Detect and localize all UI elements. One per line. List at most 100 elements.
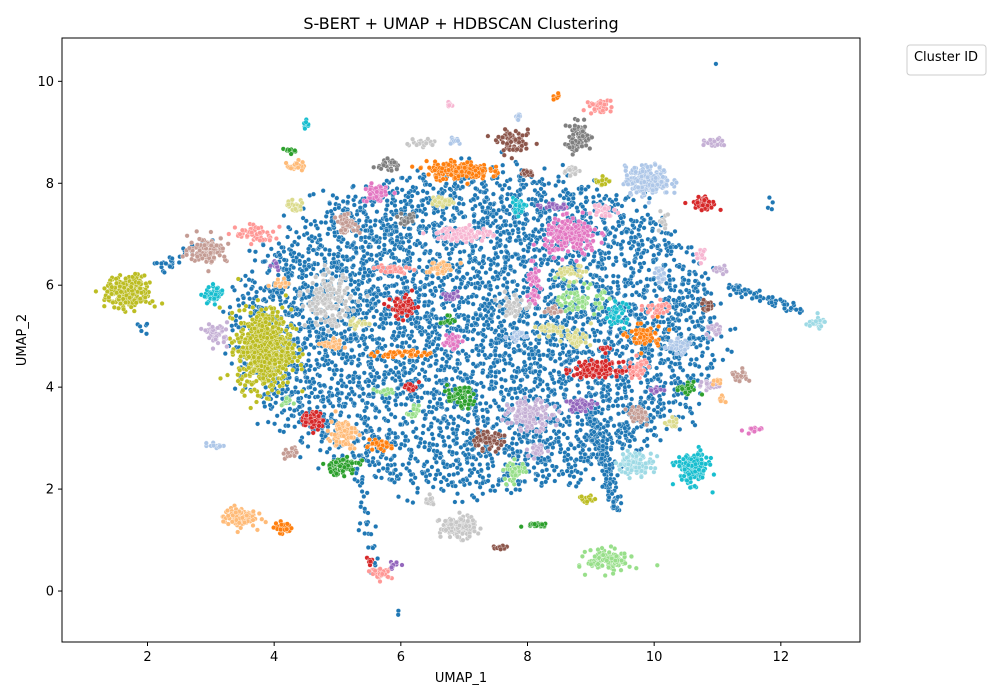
scatter-point bbox=[470, 265, 476, 271]
scatter-point bbox=[692, 304, 698, 310]
scatter-point bbox=[531, 215, 537, 221]
scatter-point bbox=[335, 380, 341, 386]
scatter-point bbox=[353, 249, 359, 255]
scatter-point bbox=[718, 301, 724, 307]
scatter-point bbox=[613, 398, 619, 404]
scatter-point bbox=[615, 274, 621, 279]
scatter-point bbox=[491, 424, 496, 429]
scatter-point bbox=[482, 199, 488, 205]
scatter-point bbox=[314, 251, 320, 257]
scatter-point bbox=[334, 195, 340, 201]
scatter-point bbox=[665, 356, 671, 362]
scatter-point bbox=[622, 384, 628, 390]
scatter-point bbox=[389, 342, 395, 348]
scatter-point bbox=[452, 215, 458, 221]
scatter-point bbox=[427, 248, 433, 254]
scatter-point bbox=[596, 193, 602, 199]
scatter-point bbox=[545, 393, 551, 399]
scatter-point bbox=[289, 413, 295, 418]
scatter-point bbox=[444, 359, 450, 365]
scatter-point bbox=[473, 321, 479, 327]
scatter-point bbox=[493, 352, 498, 358]
scatter-point bbox=[349, 389, 355, 395]
scatter-point bbox=[384, 228, 390, 234]
scatter-point bbox=[258, 285, 264, 291]
scatter-point bbox=[361, 327, 367, 333]
scatter-point bbox=[296, 404, 302, 410]
scatter-point bbox=[485, 465, 491, 471]
scatter-point bbox=[429, 431, 435, 437]
scatter-point bbox=[479, 280, 485, 286]
scatter-point bbox=[452, 181, 458, 187]
scatter-point bbox=[440, 434, 446, 440]
scatter-point bbox=[306, 351, 312, 357]
scatter-point bbox=[566, 349, 572, 355]
scatter-point bbox=[422, 444, 428, 450]
scatter-point bbox=[456, 314, 461, 320]
scatter-point bbox=[331, 351, 337, 357]
scatter-point bbox=[374, 308, 380, 314]
scatter-point bbox=[522, 343, 528, 349]
scatter-point bbox=[575, 436, 581, 442]
scatter-point bbox=[488, 286, 494, 292]
scatter-point bbox=[373, 301, 378, 307]
scatter-point bbox=[512, 430, 518, 436]
scatter-point bbox=[471, 213, 477, 219]
scatter-point bbox=[361, 370, 367, 376]
scatter-point bbox=[306, 294, 312, 300]
scatter-point bbox=[444, 246, 449, 252]
scatter-point bbox=[433, 472, 439, 478]
scatter-point bbox=[448, 414, 454, 420]
scatter-point bbox=[480, 338, 486, 344]
scatter-point bbox=[454, 465, 460, 471]
scatter-point bbox=[326, 398, 332, 404]
scatter-point bbox=[556, 178, 562, 184]
scatter-point bbox=[551, 467, 557, 473]
scatter-point bbox=[551, 368, 557, 374]
scatter-point bbox=[406, 460, 412, 466]
scatter-point bbox=[565, 435, 571, 441]
scatter-point bbox=[596, 338, 602, 344]
scatter-point bbox=[550, 268, 556, 274]
scatter-point bbox=[563, 358, 569, 364]
scatter-point bbox=[497, 243, 503, 249]
scatter-point bbox=[422, 284, 428, 290]
scatter-point bbox=[634, 251, 640, 257]
scatter-point bbox=[296, 321, 302, 327]
scatter-point bbox=[314, 315, 320, 321]
scatter-point bbox=[349, 347, 355, 353]
scatter-point bbox=[311, 191, 316, 197]
scatter-point bbox=[470, 361, 476, 367]
scatter-point bbox=[478, 342, 484, 348]
scatter-point bbox=[516, 192, 522, 198]
scatter-point bbox=[622, 433, 628, 438]
scatter-point bbox=[415, 485, 421, 491]
scatter-point bbox=[395, 343, 400, 349]
scatter-point bbox=[470, 369, 476, 375]
scatter-point bbox=[646, 350, 652, 356]
scatter-point bbox=[545, 261, 550, 267]
scatter-point bbox=[537, 438, 543, 444]
scatter-point bbox=[469, 322, 475, 328]
scatter-point bbox=[472, 257, 478, 263]
scatter-point bbox=[367, 364, 373, 370]
scatter-point bbox=[628, 265, 634, 271]
scatter-point bbox=[331, 260, 337, 266]
scatter-point bbox=[500, 169, 506, 175]
scatter-point bbox=[627, 438, 633, 444]
scatter-point bbox=[459, 499, 465, 505]
scatter-point bbox=[357, 393, 363, 399]
scatter-point bbox=[572, 445, 577, 451]
scatter-point bbox=[262, 404, 268, 409]
scatter-point bbox=[426, 447, 432, 453]
scatter-point bbox=[291, 408, 297, 413]
scatter-point bbox=[621, 257, 627, 263]
scatter-point bbox=[374, 209, 380, 215]
scatter-point bbox=[372, 321, 378, 327]
scatter-point bbox=[299, 275, 305, 281]
scatter-point bbox=[341, 340, 347, 346]
scatter-point bbox=[373, 414, 379, 420]
scatter-point bbox=[417, 324, 423, 330]
scatter-point bbox=[381, 242, 387, 248]
scatter-point bbox=[446, 472, 452, 478]
